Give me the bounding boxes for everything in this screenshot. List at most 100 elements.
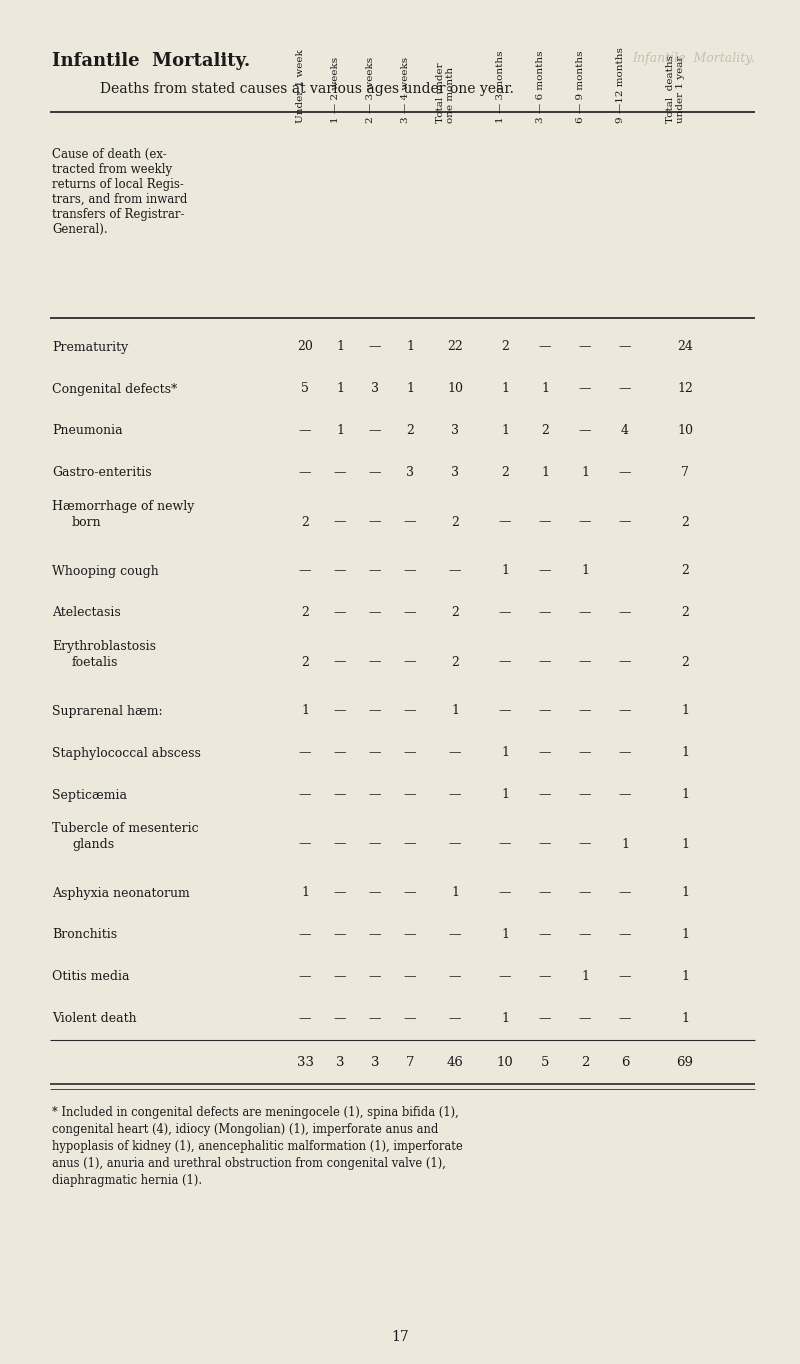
Text: —: — <box>404 788 416 802</box>
Text: 7: 7 <box>406 1056 414 1068</box>
Text: Atelectasis: Atelectasis <box>52 607 121 619</box>
Text: —: — <box>298 971 311 983</box>
Text: —: — <box>498 837 511 851</box>
Text: —: — <box>498 971 511 983</box>
Text: 1: 1 <box>501 746 509 760</box>
Text: 1: 1 <box>336 382 344 396</box>
Text: 2: 2 <box>681 565 689 577</box>
Text: Staphylococcal abscess: Staphylococcal abscess <box>52 746 201 760</box>
Text: —: — <box>578 341 591 353</box>
Text: —: — <box>404 565 416 577</box>
Text: —: — <box>334 971 346 983</box>
Text: —: — <box>334 887 346 899</box>
Text: —: — <box>404 746 416 760</box>
Text: born: born <box>72 516 102 529</box>
Text: 1: 1 <box>336 424 344 438</box>
Text: —: — <box>334 607 346 619</box>
Text: 1: 1 <box>501 788 509 802</box>
Text: —: — <box>578 887 591 899</box>
Text: Hæmorrhage of newly: Hæmorrhage of newly <box>52 501 194 513</box>
Text: Deaths from stated causes at various ages under one year.: Deaths from stated causes at various age… <box>100 82 514 95</box>
Text: Otitis media: Otitis media <box>52 971 130 983</box>
Text: —: — <box>369 887 382 899</box>
Text: —: — <box>618 704 631 717</box>
Text: —: — <box>404 887 416 899</box>
Text: —: — <box>334 565 346 577</box>
Text: 10: 10 <box>677 424 693 438</box>
Text: 46: 46 <box>446 1056 463 1068</box>
Text: —: — <box>538 1012 551 1026</box>
Text: 4: 4 <box>621 424 629 438</box>
Text: —: — <box>498 887 511 899</box>
Text: 6: 6 <box>621 1056 630 1068</box>
Text: —: — <box>538 565 551 577</box>
Text: —: — <box>334 466 346 480</box>
Text: —: — <box>618 887 631 899</box>
Text: —: — <box>538 887 551 899</box>
Text: 12: 12 <box>677 382 693 396</box>
Text: —: — <box>369 516 382 528</box>
Text: anus (1), anuria and urethral obstruction from congenital valve (1),: anus (1), anuria and urethral obstructio… <box>52 1157 446 1170</box>
Text: 1: 1 <box>301 704 309 717</box>
Text: —: — <box>404 1012 416 1026</box>
Text: 1: 1 <box>581 565 589 577</box>
Text: —: — <box>578 656 591 668</box>
Text: 1: 1 <box>681 887 689 899</box>
Text: —: — <box>449 1012 462 1026</box>
Text: —: — <box>578 1012 591 1026</box>
Text: Erythroblastosis: Erythroblastosis <box>52 640 156 653</box>
Text: 20: 20 <box>297 341 313 353</box>
Text: —: — <box>404 607 416 619</box>
Text: 1: 1 <box>406 341 414 353</box>
Text: 2: 2 <box>451 607 459 619</box>
Text: —: — <box>404 837 416 851</box>
Text: —: — <box>369 341 382 353</box>
Text: 1: 1 <box>681 746 689 760</box>
Text: —: — <box>334 516 346 528</box>
Text: 33: 33 <box>297 1056 314 1068</box>
Text: Asphyxia neonatorum: Asphyxia neonatorum <box>52 887 190 899</box>
Text: —: — <box>404 704 416 717</box>
Text: 1: 1 <box>501 565 509 577</box>
Text: 1 — 2 weeks: 1 — 2 weeks <box>331 57 340 123</box>
Text: —: — <box>618 382 631 396</box>
Text: —: — <box>578 607 591 619</box>
Text: —: — <box>618 746 631 760</box>
Text: Bronchitis: Bronchitis <box>52 929 117 941</box>
Text: —: — <box>578 704 591 717</box>
Text: 10: 10 <box>447 382 463 396</box>
Text: 3: 3 <box>371 382 379 396</box>
Text: —: — <box>498 656 511 668</box>
Text: —: — <box>369 746 382 760</box>
Text: 1: 1 <box>501 424 509 438</box>
Text: —: — <box>369 656 382 668</box>
Text: Infantile  Mortality.: Infantile Mortality. <box>52 52 250 70</box>
Text: —: — <box>498 516 511 528</box>
Text: diaphragmatic hernia (1).: diaphragmatic hernia (1). <box>52 1174 202 1187</box>
Text: Total  deaths
under 1 year: Total deaths under 1 year <box>666 55 685 123</box>
Text: 1: 1 <box>301 887 309 899</box>
Text: 3 — 4 weeks: 3 — 4 weeks <box>401 57 410 123</box>
Text: 1: 1 <box>681 788 689 802</box>
Text: —: — <box>298 746 311 760</box>
Text: —: — <box>618 656 631 668</box>
Text: —: — <box>449 837 462 851</box>
Text: 10: 10 <box>497 1056 514 1068</box>
Text: Suprarenal hæm:: Suprarenal hæm: <box>52 704 162 717</box>
Text: —: — <box>449 788 462 802</box>
Text: 2: 2 <box>406 424 414 438</box>
Text: 1: 1 <box>681 1012 689 1026</box>
Text: Violent death: Violent death <box>52 1012 137 1026</box>
Text: 3: 3 <box>451 424 459 438</box>
Text: —: — <box>538 516 551 528</box>
Text: 7: 7 <box>681 466 689 480</box>
Text: —: — <box>618 607 631 619</box>
Text: —: — <box>618 341 631 353</box>
Text: —: — <box>298 466 311 480</box>
Text: Infantile  Mortality.: Infantile Mortality. <box>632 52 755 65</box>
Text: —: — <box>298 788 311 802</box>
Text: 1: 1 <box>681 837 689 851</box>
Text: Tubercle of mesenteric: Tubercle of mesenteric <box>52 822 198 835</box>
Text: 22: 22 <box>447 341 463 353</box>
Text: —: — <box>369 971 382 983</box>
